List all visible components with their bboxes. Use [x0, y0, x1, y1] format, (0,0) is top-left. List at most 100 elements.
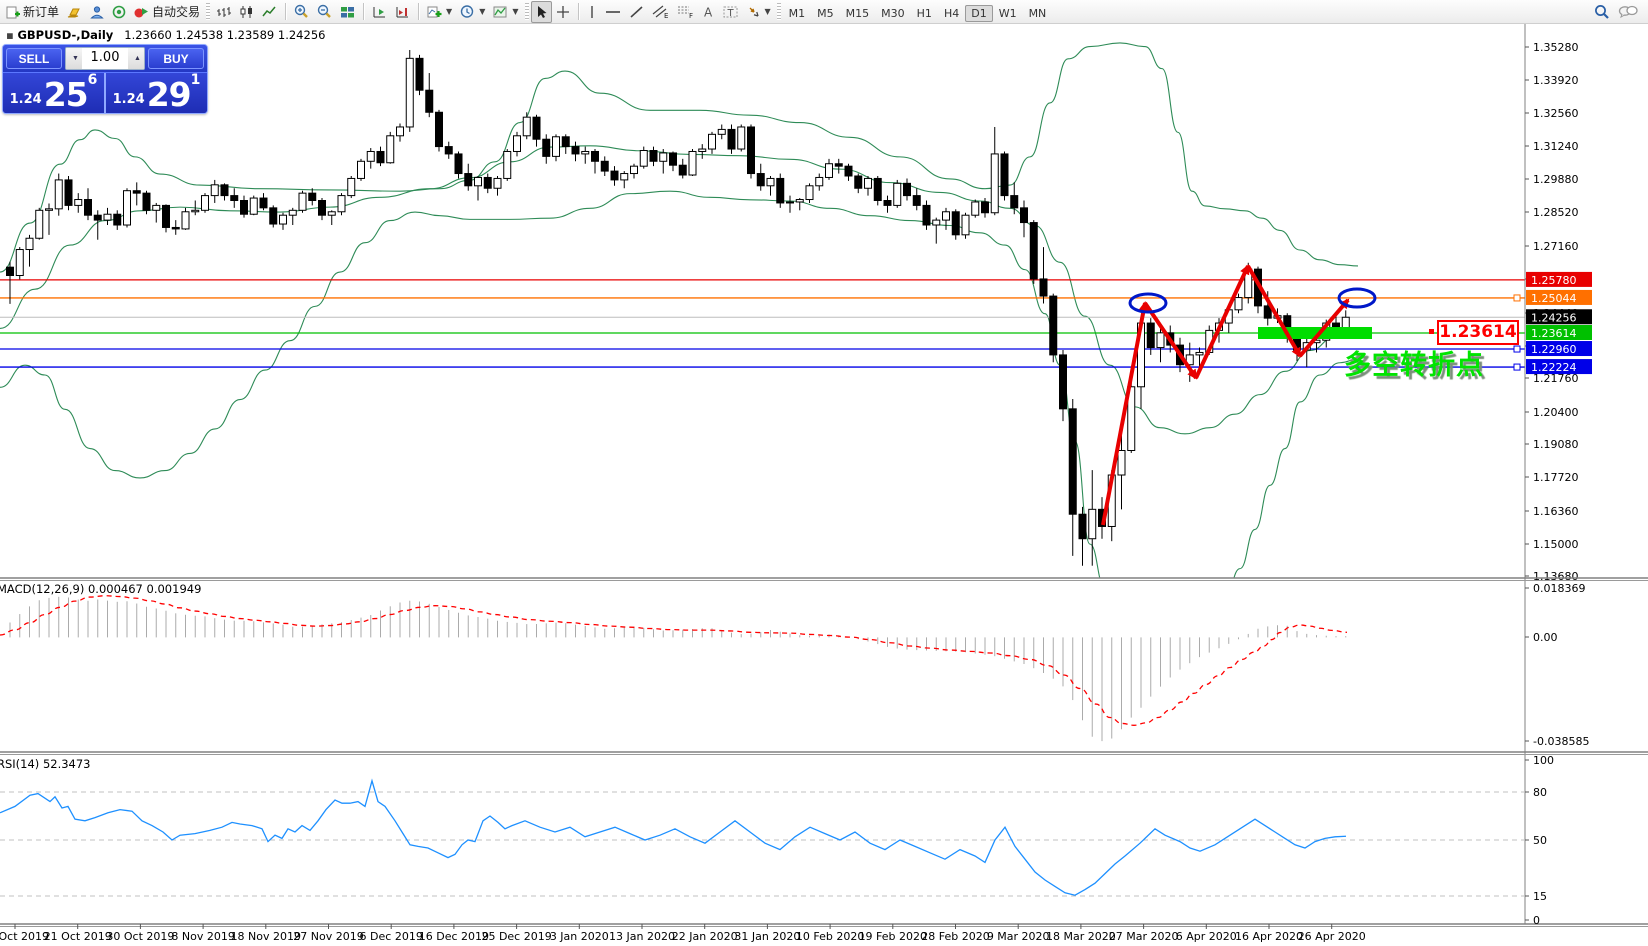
toolbar-grip — [524, 3, 529, 20]
svg-text:27 Nov 2019: 27 Nov 2019 — [293, 930, 363, 943]
chart-line-button[interactable] — [258, 1, 281, 23]
svg-text:1.22960: 1.22960 — [1531, 343, 1577, 356]
periods-button[interactable]: ▼ — [456, 1, 489, 23]
svg-text:31 Jan 2020: 31 Jan 2020 — [734, 930, 800, 943]
timeframe-M15[interactable]: M15 — [845, 7, 870, 20]
hline-handle[interactable] — [1513, 345, 1521, 353]
fibonacci-tool-button[interactable]: F — [673, 1, 698, 23]
timeframe-MN[interactable]: MN — [1028, 7, 1047, 20]
svg-text:F: F — [689, 12, 693, 19]
sell-button[interactable]: SELL — [6, 48, 62, 69]
cursor-tool-button[interactable] — [530, 0, 552, 23]
text-label-tool-button[interactable]: T — [719, 1, 743, 23]
text-tool-button[interactable]: A — [698, 1, 719, 23]
timeframe-H1[interactable]: H1 — [916, 7, 932, 20]
timeframe-D1[interactable]: D1 — [965, 5, 993, 22]
svg-text:-0.038585: -0.038585 — [1533, 735, 1589, 748]
chinese-annotation-text[interactable]: 多空转折点 — [1344, 350, 1484, 381]
svg-text:1.20400: 1.20400 — [1533, 406, 1579, 419]
chart-candles-button[interactable] — [235, 1, 258, 23]
zoom-in-button[interactable] — [290, 1, 313, 23]
timeframe-M30[interactable]: M30 — [881, 7, 905, 20]
timeframe-M1[interactable]: M1 — [788, 7, 806, 20]
auto-scroll-button[interactable] — [368, 1, 391, 23]
zigzag-arrow-segment[interactable] — [1143, 301, 1198, 380]
svg-text:0.00: 0.00 — [1533, 631, 1558, 644]
autotrading-icon — [134, 7, 149, 17]
bollinger-middle-band[interactable] — [0, 145, 1359, 435]
chat-button[interactable] — [1614, 1, 1642, 23]
volume-decrease-button[interactable]: ▼ — [66, 48, 82, 69]
hline-handle[interactable] — [1513, 294, 1521, 302]
zigzag-arrow-segment[interactable] — [1101, 301, 1149, 526]
svg-text:28 Feb 2020: 28 Feb 2020 — [921, 930, 989, 943]
svg-text:1.16360: 1.16360 — [1533, 505, 1579, 518]
templates-button[interactable]: ▼ — [489, 1, 522, 23]
svg-text:16 Dec 2019: 16 Dec 2019 — [419, 930, 489, 943]
price-annotation-box[interactable]: 1.23614 — [1437, 320, 1519, 345]
zigzag-arrow-segment[interactable] — [1246, 264, 1302, 358]
sell-price-display[interactable]: 1.24 25 6 — [3, 73, 104, 113]
new-order-button[interactable]: 新订单 — [2, 1, 63, 23]
volume-value[interactable]: 1.00 — [82, 48, 128, 69]
chart-shift-button[interactable] — [391, 1, 414, 23]
svg-text:1.27160: 1.27160 — [1533, 240, 1579, 253]
svg-text:1.19080: 1.19080 — [1533, 438, 1579, 451]
gold-symbol-button[interactable] — [63, 1, 86, 23]
zigzag-arrow-segment[interactable] — [1298, 298, 1350, 358]
toolbar: 新订单 自动交易 — [0, 0, 1648, 24]
svg-text:50: 50 — [1533, 834, 1547, 847]
tile-windows-button[interactable] — [336, 1, 359, 23]
timeframe-M5[interactable]: M5 — [817, 7, 834, 20]
price-annotation-handle[interactable] — [1429, 329, 1434, 334]
bollinger-upper-band[interactable] — [0, 42, 1359, 273]
timeframe-H4[interactable]: H4 — [943, 7, 960, 20]
hline-tool-button[interactable] — [601, 1, 625, 23]
svg-text:15: 15 — [1533, 890, 1547, 903]
text-label-icon: T — [723, 6, 737, 18]
trendline-tool-button[interactable] — [625, 1, 648, 23]
fibonacci-icon: F — [677, 6, 693, 19]
channel-tool-button[interactable]: E — [648, 1, 673, 23]
toolbar-grip — [206, 3, 211, 20]
text-icon: A — [704, 5, 713, 19]
candlesticks[interactable] — [6, 50, 1350, 566]
zoom-out-button[interactable] — [313, 1, 336, 23]
symbol-period-label: GBPUSD-,Daily — [17, 28, 114, 42]
svg-text:18 Nov 2019: 18 Nov 2019 — [231, 930, 301, 943]
search-button[interactable] — [1590, 1, 1614, 23]
blue-ellipse-annotation[interactable] — [1128, 292, 1168, 314]
bollinger-lower-band[interactable] — [0, 190, 1359, 676]
svg-text:13 Jan 2020: 13 Jan 2020 — [609, 930, 675, 943]
blue-ellipse-annotation[interactable] — [1337, 287, 1377, 309]
main-price-panel — [0, 42, 1525, 676]
arrows-tool-button[interactable]: ▼ — [743, 1, 775, 23]
indicators-button[interactable]: ▼ — [423, 1, 456, 23]
price-axis[interactable]: 1.35280 1.33920 1.32560 1.31240 1.29880 1.285… — [1524, 24, 1592, 924]
hline-handle[interactable] — [1513, 363, 1521, 371]
timeframe-W1[interactable]: W1 — [998, 7, 1017, 20]
profile-button[interactable] — [86, 1, 108, 23]
broadcast-button[interactable] — [108, 1, 130, 23]
buy-button[interactable]: BUY — [148, 48, 204, 69]
zigzag-arrow-segment[interactable] — [1194, 264, 1250, 379]
svg-text:1.31240: 1.31240 — [1533, 140, 1579, 153]
svg-text:22 Jan 2020: 22 Jan 2020 — [672, 930, 738, 943]
svg-text:T: T — [726, 7, 734, 18]
buy-price-display[interactable]: 1.24 29 1 — [106, 73, 207, 113]
svg-text:30 Oct 2019: 30 Oct 2019 — [106, 930, 174, 943]
gold-icon — [67, 8, 80, 17]
toolbar-grip — [776, 3, 781, 20]
autotrading-button[interactable]: 自动交易 — [130, 1, 204, 23]
svg-text:8 Nov 2019: 8 Nov 2019 — [171, 930, 234, 943]
svg-text:1.22224: 1.22224 — [1531, 361, 1577, 374]
svg-text:1.25044: 1.25044 — [1531, 292, 1577, 305]
chart-bars-button[interactable] — [212, 1, 235, 23]
vline-tool-button[interactable] — [583, 1, 601, 23]
toolbar-separator — [418, 3, 420, 20]
volume-increase-button[interactable]: ▲ — [128, 48, 144, 69]
crosshair-tool-button[interactable] — [552, 1, 574, 23]
svg-text:1.32560: 1.32560 — [1533, 107, 1579, 120]
